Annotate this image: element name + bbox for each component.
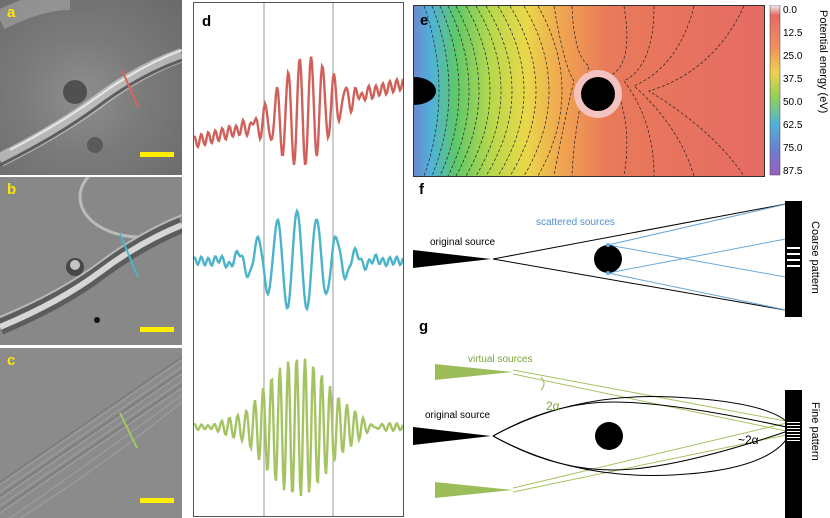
schematic-f-diagram: original source scattered sources Coarse… bbox=[413, 201, 821, 317]
schematic-g-diagram: virtual sources 2α original source ~2α F… bbox=[413, 354, 821, 518]
angle-label-black: ~2α bbox=[738, 433, 759, 447]
panel-label-a: a bbox=[7, 4, 16, 21]
micrograph-a: a bbox=[0, 0, 182, 175]
colorbar-title: Potential energy (eV) bbox=[817, 10, 829, 113]
micrograph-a-image bbox=[0, 0, 182, 167]
source-cone bbox=[413, 250, 491, 268]
scattered-sources-label: scattered sources bbox=[536, 217, 615, 228]
angle-label-green: 2α bbox=[546, 399, 560, 413]
source-cone bbox=[413, 427, 491, 445]
screen-fine bbox=[785, 390, 802, 518]
colorbar-tick: 37.5 bbox=[783, 74, 803, 85]
virtual-sources-label: virtual sources bbox=[468, 354, 532, 365]
line-profiles-d: d bbox=[193, 2, 404, 517]
panel-label-b: b bbox=[7, 181, 17, 198]
profile-trace-green bbox=[194, 358, 403, 497]
virtual-source-bottom bbox=[435, 482, 513, 498]
schematic-g: virtual sources 2α original source ~2α F… bbox=[413, 322, 830, 518]
panel-label-d: d bbox=[202, 13, 212, 30]
schematic-f: original source scattered sources Coarse… bbox=[413, 183, 830, 323]
profile-line-c bbox=[119, 412, 138, 449]
profile-line-b bbox=[119, 233, 139, 278]
colorbar-graphic: 0.0 12.5 25.0 37.5 50.0 62.5 75.0 87.5 P… bbox=[769, 5, 829, 177]
colorbar-tick: 25.0 bbox=[783, 51, 803, 62]
scale-bar-a bbox=[140, 152, 174, 157]
profile-line-a bbox=[121, 69, 139, 108]
scatterer-disc bbox=[595, 422, 623, 450]
colorbar-tick: 0.0 bbox=[783, 5, 797, 16]
profile-trace-blue bbox=[194, 207, 403, 312]
micrograph-b: b bbox=[0, 177, 182, 345]
colorbar-tick: 12.5 bbox=[783, 28, 803, 39]
fine-pattern-label: Fine pattern bbox=[809, 402, 821, 461]
coarse-pattern-label: Coarse pattern bbox=[809, 221, 821, 294]
colorbar: 0.0 12.5 25.0 37.5 50.0 62.5 75.0 87.5 P… bbox=[768, 5, 830, 177]
micrograph-b-image bbox=[0, 177, 182, 345]
panel-label-f: f bbox=[419, 183, 424, 198]
colorbar-tick: 75.0 bbox=[783, 143, 803, 154]
colorbar-tick: 87.5 bbox=[783, 166, 803, 177]
scale-bar-c bbox=[140, 498, 174, 503]
scale-bar-b bbox=[140, 327, 174, 332]
scatterer-disc bbox=[594, 245, 622, 273]
profile-trace-red bbox=[194, 56, 403, 166]
potential-map-image bbox=[414, 6, 764, 176]
colorbar-tick: 50.0 bbox=[783, 97, 803, 108]
colorbar-tick: 62.5 bbox=[783, 120, 803, 131]
micrograph-c: c bbox=[0, 348, 182, 518]
micrograph-c-image bbox=[0, 348, 182, 518]
original-source-label: original source bbox=[430, 237, 495, 248]
line-profiles-plot bbox=[194, 3, 403, 516]
panel-label-e: e bbox=[420, 12, 429, 29]
potential-map-e: e bbox=[413, 5, 765, 177]
panel-label-g: g bbox=[419, 322, 429, 335]
original-source-label: original source bbox=[425, 410, 490, 421]
virtual-source-top bbox=[435, 364, 513, 380]
panel-label-c: c bbox=[7, 352, 16, 369]
